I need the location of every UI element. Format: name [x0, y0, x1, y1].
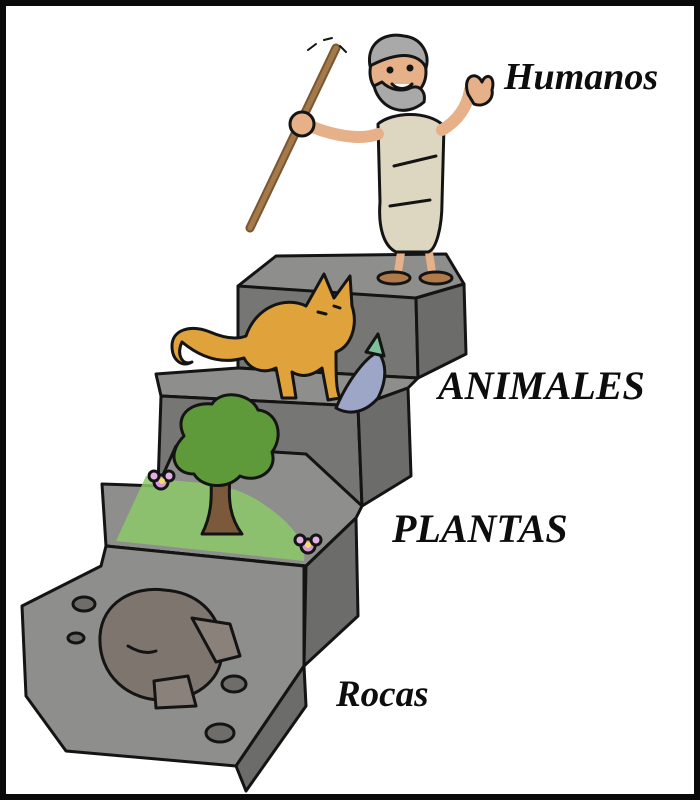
cat-icon [170, 272, 356, 402]
label-plantas: PLANTAS [392, 506, 568, 551]
human-icon [288, 33, 495, 286]
motion-lines [307, 37, 347, 53]
fish-icon [334, 332, 387, 414]
tree-icon [172, 393, 280, 536]
staff-icon [245, 43, 341, 233]
label-animales: ANIMALES [438, 363, 645, 408]
pebbles-icon [66, 595, 248, 744]
flower-icon [147, 469, 176, 491]
staircase-illustration [20, 33, 495, 793]
rock-icon [98, 587, 242, 710]
label-humanos: Humanos [504, 56, 659, 98]
label-rocas: Rocas [336, 674, 429, 715]
flower-icon [293, 533, 323, 555]
